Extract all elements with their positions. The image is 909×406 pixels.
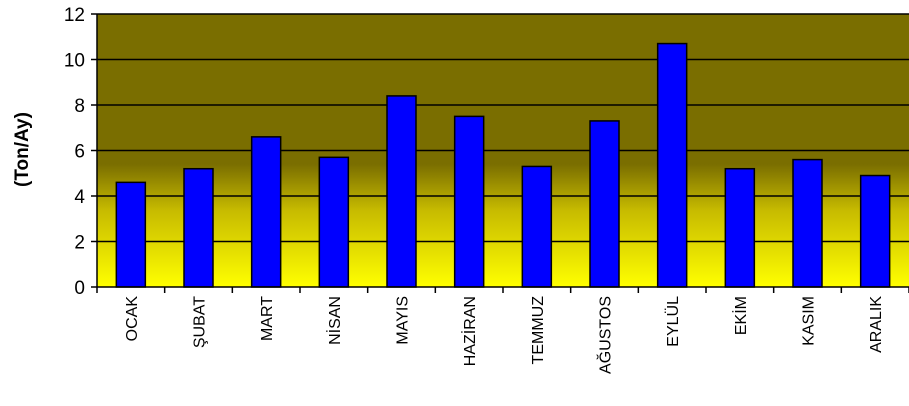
x-tick-label: KASIM <box>801 296 818 346</box>
y-tick-label: 8 <box>74 96 85 117</box>
y-tick-label: 6 <box>74 142 85 163</box>
y-axis-title: (Ton/Ay) <box>12 112 33 187</box>
axes <box>91 13 909 293</box>
gridlines <box>97 13 909 243</box>
bar-kasim <box>792 158 823 288</box>
bar-ağustos <box>589 120 620 288</box>
bar-aralik <box>859 174 891 288</box>
bar-ni̇san <box>318 156 350 288</box>
bar-mart <box>250 136 282 288</box>
y-tick-label: 10 <box>64 51 85 72</box>
x-tick-label: HAZİRAN <box>460 296 479 366</box>
y-tick-label: 2 <box>74 233 85 254</box>
x-tick-label: OCAK <box>124 296 141 342</box>
y-tick-label: 12 <box>64 5 85 26</box>
x-tick-label: EYLÜL <box>664 296 682 347</box>
bar-temmuz <box>521 165 553 288</box>
bar-şubat <box>183 167 214 288</box>
bar-hazi̇ran <box>453 115 485 288</box>
x-tick-label: MART <box>259 296 276 341</box>
x-tick-label: ARALIK <box>868 296 885 353</box>
x-tick-label: ŞUBAT <box>192 296 209 348</box>
x-tick-label: TEMMUZ <box>530 296 547 365</box>
y-tick-label: 4 <box>74 187 85 208</box>
bar-ocak <box>115 181 147 288</box>
bar-eylül <box>656 42 688 288</box>
x-tick-label: EKİM <box>731 296 750 335</box>
bar-eki̇m <box>724 167 756 288</box>
bars <box>115 42 891 288</box>
x-tick-labels: OCAK ŞUBAT MART NİSAN MAYIS HAZİRAN TEMMUZ AĞUS… <box>124 296 885 374</box>
y-tick-label: 0 <box>74 278 85 299</box>
y-tick-labels: 0 2 4 6 8 10 12 <box>64 5 86 299</box>
x-tick-label: AĞUSTOS <box>596 296 615 374</box>
bar-mayis <box>386 95 417 288</box>
x-tick-label: MAYIS <box>395 296 412 345</box>
x-tick-label: NİSAN <box>325 296 344 345</box>
